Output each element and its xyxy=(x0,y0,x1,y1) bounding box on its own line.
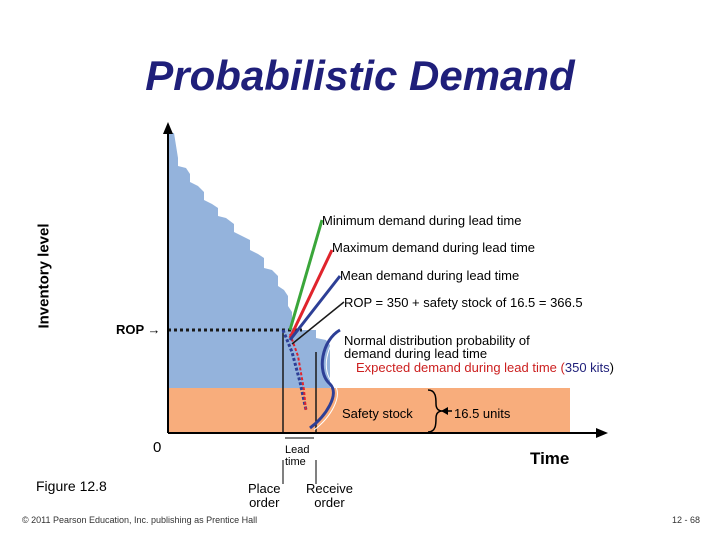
expected-demand-value: 350 kits xyxy=(564,360,610,375)
normal-distribution-outline xyxy=(313,329,345,431)
rop-label: ROP → xyxy=(116,322,161,337)
mean-demand-line xyxy=(288,275,342,341)
safety-stock-band xyxy=(168,388,570,433)
safety-stock-arrowhead xyxy=(441,407,448,415)
y-axis-arrow xyxy=(163,122,173,134)
receive-order-label-line2: order xyxy=(314,495,345,510)
place-order-label: Place order xyxy=(248,482,281,510)
demand-path-dotted-red xyxy=(289,333,307,413)
safety-stock-label: Safety stock xyxy=(342,406,413,421)
max-demand-line xyxy=(288,249,334,339)
receive-order-label: Receive order xyxy=(306,482,353,510)
demand-path-dotted-blue xyxy=(281,329,308,411)
normal-distribution-curve xyxy=(309,328,341,430)
x-axis-arrow xyxy=(596,428,608,438)
page-title: Probabilistic Demand xyxy=(145,52,575,99)
lead-time-label: Lead time xyxy=(285,444,309,468)
page-number: 12 - 68 xyxy=(672,515,701,525)
x-axis-label: Time xyxy=(530,449,570,468)
min-demand-line xyxy=(288,219,324,331)
figure-label: Figure 12.8 xyxy=(36,478,107,494)
safety-stock-units: 16.5 units xyxy=(454,406,511,421)
inventory-area xyxy=(168,133,330,388)
receive-order-label-line1: Receive xyxy=(306,481,353,496)
expected-demand-label: Expected demand during lead time (350 ki… xyxy=(356,361,614,374)
place-order-label-line2: order xyxy=(249,495,280,510)
max-demand-label: Maximum demand during lead time xyxy=(332,240,536,255)
lead-time-label-line1: Lead xyxy=(285,444,310,456)
rop-formula-label: ROP = 350 + safety stock of 16.5 = 366.5 xyxy=(344,295,583,310)
y-axis-label: Inventory level xyxy=(35,223,53,329)
lead-time-label-line2: time xyxy=(285,456,306,468)
expected-demand-suffix: ) xyxy=(609,360,615,375)
copyright: © 2011 Pearson Education, Inc. publishin… xyxy=(22,515,258,525)
normal-dist-label-line2: demand during lead time xyxy=(344,346,488,361)
rop-pointer-line xyxy=(291,301,345,345)
expected-demand-prefix: Expected demand during lead time ( xyxy=(356,360,565,375)
place-order-label-line1: Place xyxy=(248,481,281,496)
origin-label: 0 xyxy=(153,439,162,456)
normal-dist-label-line1: Normal distribution probability of xyxy=(344,333,530,348)
min-demand-label: Minimum demand during lead time xyxy=(322,213,522,228)
mean-demand-label: Mean demand during lead time xyxy=(340,268,520,283)
